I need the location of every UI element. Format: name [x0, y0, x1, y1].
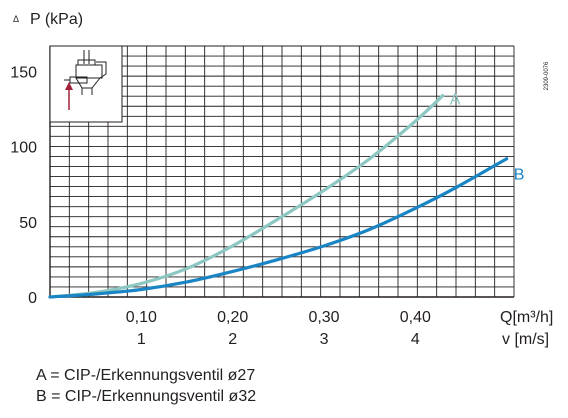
x-secondary-axis-label: v [m/s] [502, 331, 549, 348]
y-tick-label: 0 [28, 290, 37, 307]
series-line-b [48, 157, 509, 299]
legend-entry-a: A = CIP-/Erkennungsventil ø27 [36, 367, 256, 384]
y-axis-label: P (kPa) [30, 11, 83, 28]
legend-entry-b: B = CIP-/Erkennungsventil ø32 [36, 388, 257, 405]
tick-labels: 0 50 100 150 0,10 1 0,20 2 0,30 3 0,40 4 Q[m³/h] v [m… [10, 11, 553, 348]
x-tick-label: 0,40 [400, 309, 431, 326]
inset-code: 2309-0076 [544, 61, 550, 90]
x-tick-label: 0,10 [126, 309, 157, 326]
inset-frame [49, 45, 123, 123]
x-secondary-tick-label: 2 [228, 331, 237, 348]
series-label-a: A [450, 92, 461, 109]
valve-illustration [49, 45, 123, 123]
series-label-b: B [514, 167, 525, 184]
x-secondary-tick-label: 1 [137, 331, 146, 348]
x-axis-label: Q[m³/h] [500, 309, 553, 326]
x-secondary-tick-label: 4 [411, 331, 420, 348]
x-tick-label: 0,30 [308, 309, 339, 326]
valve-icon [64, 50, 107, 95]
x-tick-label: 0,20 [217, 309, 248, 326]
x-secondary-tick-label: 3 [320, 331, 329, 348]
y-axis-symbol: Δ [13, 14, 19, 24]
y-tick-label: 150 [10, 65, 37, 82]
y-tick-label: 100 [10, 140, 37, 157]
series-lines: AB [48, 92, 525, 299]
series-line-a [48, 93, 445, 299]
flow-arrow-icon [65, 82, 73, 110]
y-tick-label: 50 [19, 215, 37, 232]
